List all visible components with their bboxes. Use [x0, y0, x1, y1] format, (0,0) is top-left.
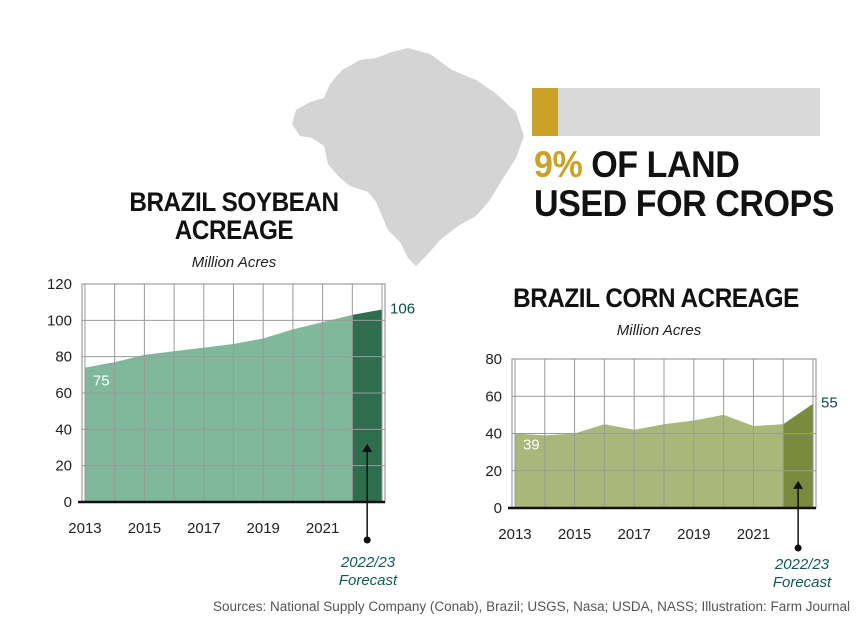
land-stat-percent: 9%	[534, 144, 583, 185]
soybean-end-value-label: 106	[390, 300, 415, 317]
brazil-map-shape	[292, 48, 524, 266]
corn-forecast-annotation: 2022/23 Forecast	[752, 556, 852, 592]
soybean-x-tick-label: 2015	[128, 520, 161, 537]
soybean-title-line-2: ACREAGE	[174, 215, 294, 246]
soybean-forecast-arrowhead	[362, 443, 373, 452]
corn-y-tick-label: 80	[485, 351, 502, 368]
corn-area-series	[514, 414, 784, 508]
soybean-forecast-annotation: 2022/23 Forecast	[318, 554, 418, 590]
soybean-title-line-1: BRAZIL SOYBEAN	[129, 187, 339, 217]
soybean-forecast-area	[352, 309, 383, 502]
soybean-y-tick-label: 100	[47, 312, 72, 329]
soybean-forecast-line-1: 2022/23	[340, 554, 396, 571]
corn-y-tick-label: 60	[485, 388, 502, 405]
soybean-y-tick-label: 80	[55, 349, 72, 366]
corn-x-tick-label: 2013	[498, 526, 531, 543]
soybean-area-series	[84, 314, 353, 502]
corn-x-tick-label: 2021	[737, 526, 770, 543]
corn-x-tick-label: 2017	[618, 526, 651, 543]
corn-forecast-line-2: Forecast	[772, 574, 832, 591]
corn-start-value-label: 39	[523, 437, 540, 454]
soybean-y-tick-label: 0	[64, 494, 72, 511]
land-stat-line-1-text: OF LAND	[582, 144, 740, 185]
corn-chart: 0 20 40 60 80 2013 2015 2017 2019 2021 39 55	[485, 351, 838, 552]
soybean-y-tick-label: 60	[55, 385, 72, 402]
land-use-bar-fill	[532, 88, 558, 136]
soybean-x-tick-label: 2021	[306, 520, 339, 537]
land-stat-line-2: USED FOR CROPS	[534, 182, 834, 224]
corn-forecast-arrow-dot	[794, 544, 802, 552]
land-stat-headline: 9% OF LAND USED FOR CROPS	[534, 144, 838, 224]
corn-x-tick-label: 2019	[677, 526, 710, 543]
soybean-x-tick-label: 2017	[187, 520, 220, 537]
soybean-chart-subtitle: Million Acres	[191, 254, 277, 271]
land-use-bar	[532, 88, 820, 136]
soybean-forecast-arrow-dot	[363, 536, 371, 544]
soybean-y-tick-label: 20	[55, 458, 72, 475]
corn-chart-subtitle: Million Acres	[616, 322, 702, 339]
soybean-y-tick-label: 40	[55, 421, 72, 438]
soybean-chart: 0 20 40 60 80 100 120 2013 2015 2017 2019 2021 75 106	[47, 276, 415, 544]
corn-forecast-area	[783, 403, 814, 508]
soybean-x-tick-label: 2019	[247, 520, 280, 537]
soybean-x-tick-label: 2013	[68, 520, 101, 537]
corn-forecast-arrowhead	[793, 480, 804, 489]
corn-chart-title: BRAZIL CORN ACREAGE	[513, 283, 799, 313]
soybean-chart-title: BRAZIL SOYBEAN ACREAGE	[117, 188, 351, 245]
land-stat-line-1: 9% OF LAND	[534, 144, 838, 185]
corn-end-value-label: 55	[821, 395, 838, 412]
brazil-map-icon	[292, 48, 524, 266]
corn-forecast-line-1: 2022/23	[774, 556, 830, 573]
soybean-forecast-line-2: Forecast	[338, 572, 398, 589]
corn-x-tick-label: 2015	[558, 526, 591, 543]
soybean-start-value-label: 75	[93, 373, 110, 390]
corn-y-tick-label: 0	[494, 500, 502, 517]
soybean-y-tick-label: 120	[47, 276, 72, 293]
corn-y-tick-label: 40	[485, 426, 502, 443]
sources-note: Sources: National Supply Company (Conab)…	[213, 599, 850, 614]
corn-y-tick-label: 20	[485, 463, 502, 480]
